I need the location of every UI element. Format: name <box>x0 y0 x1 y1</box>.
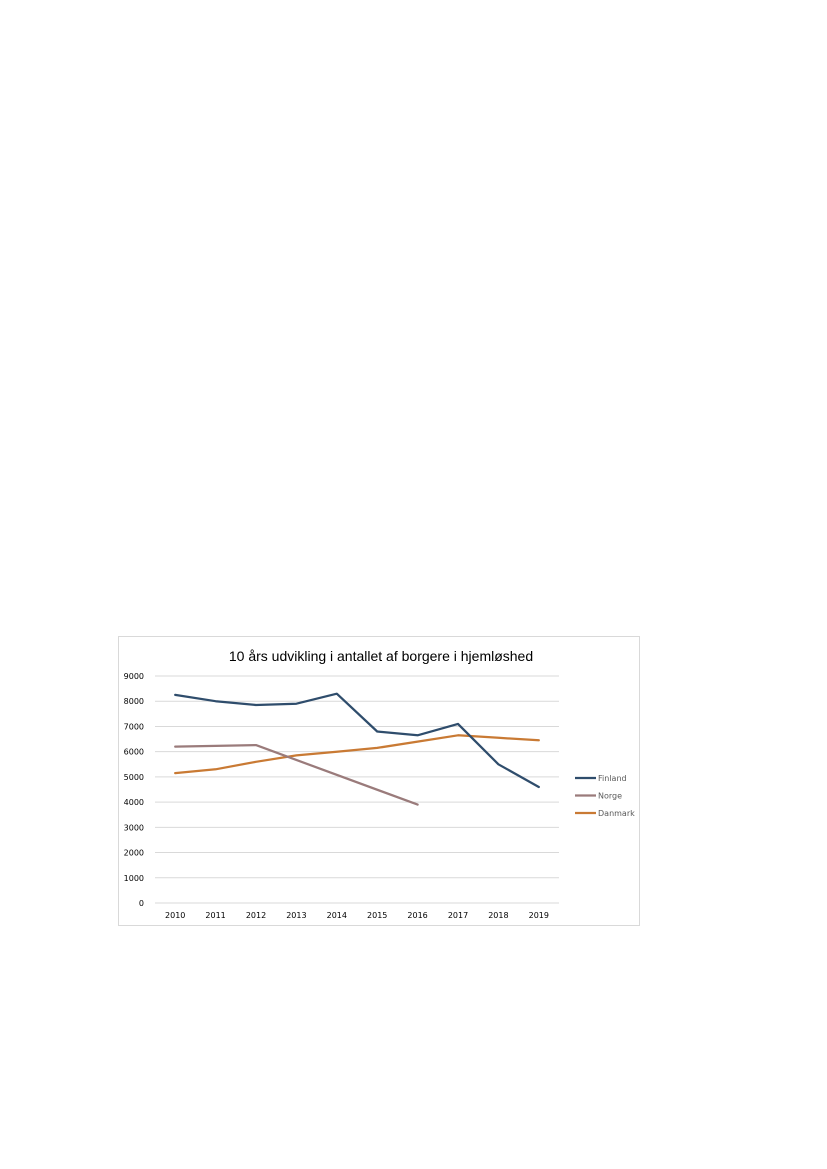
series-line-norge <box>174 743 419 806</box>
y-tick-label: 4000 <box>124 798 144 807</box>
x-axis-ticks: 2010 2011 2012 2013 2014 2015 2016 2017 2018 2019 <box>165 911 549 920</box>
legend-label: Danmark <box>598 809 635 818</box>
x-tick-label: 2018 <box>488 911 508 920</box>
line-chart: 10 års udvikling i antallet af borgere i… <box>124 648 635 920</box>
legend-label: Finland <box>598 774 627 783</box>
legend: Finland Norge Danmark <box>575 774 635 818</box>
y-axis-ticks: 0 1000 2000 3000 4000 5000 6000 7000 8000 9000 <box>124 672 144 908</box>
y-tick-label: 7000 <box>124 722 144 731</box>
y-tick-label: 1000 <box>124 874 144 883</box>
x-tick-label: 2016 <box>407 911 427 920</box>
y-tick-label: 0 <box>139 899 144 908</box>
x-tick-label: 2015 <box>367 911 387 920</box>
x-tick-label: 2011 <box>205 911 225 920</box>
y-tick-label: 2000 <box>124 849 144 858</box>
gridlines <box>155 675 559 904</box>
x-tick-label: 2014 <box>327 911 347 920</box>
y-tick-label: 3000 <box>124 823 144 832</box>
y-tick-label: 9000 <box>124 672 144 681</box>
x-tick-label: 2012 <box>246 911 266 920</box>
x-tick-label: 2013 <box>286 911 306 920</box>
legend-label: Norge <box>598 792 622 801</box>
y-tick-label: 5000 <box>124 773 144 782</box>
series-lines <box>174 692 540 806</box>
x-tick-label: 2010 <box>165 911 185 920</box>
series-line-danmark <box>174 734 540 775</box>
y-tick-label: 6000 <box>124 748 144 757</box>
x-tick-label: 2017 <box>448 911 468 920</box>
series-line-finland <box>174 692 540 789</box>
chart-frame: 10 års udvikling i antallet af borgere i… <box>118 636 640 926</box>
chart-title: 10 års udvikling i antallet af borgere i… <box>229 648 533 664</box>
y-tick-label: 8000 <box>124 697 144 706</box>
x-tick-label: 2019 <box>529 911 549 920</box>
